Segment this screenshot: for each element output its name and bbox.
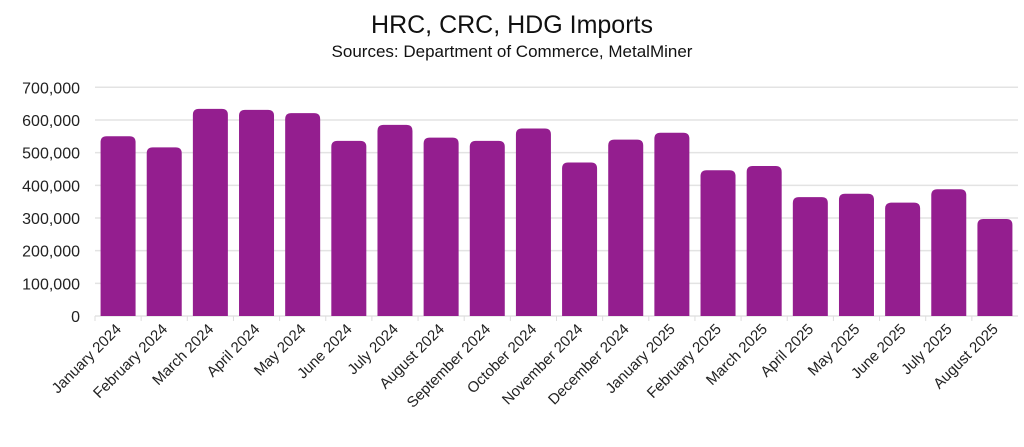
y-tick-label: 200,000 [22,244,80,261]
bar [192,108,228,316]
bar [377,124,413,316]
bar [331,140,367,316]
chart-title: HRC, CRC, HDG Imports [371,11,653,39]
y-tick-label: 700,000 [22,80,80,97]
bar [239,109,275,316]
bar [100,136,136,316]
bar [515,128,551,316]
y-tick-label: 0 [71,309,80,326]
bar [146,147,182,316]
x-tick-label: December 2024 [545,321,632,408]
x-tick-label: November 2024 [499,321,586,408]
bar [885,202,921,316]
bar [423,137,459,316]
bar [654,132,690,316]
x-tick-label: September 2024 [404,321,494,411]
y-tick-label: 400,000 [22,178,80,195]
bar [931,189,967,316]
bar [977,218,1013,316]
bar [285,113,321,316]
y-tick-label: 500,000 [22,146,80,163]
bar [562,162,598,316]
bar [792,197,828,316]
bar [700,170,736,316]
bar [608,139,644,316]
chart-subtitle: Sources: Department of Commerce, MetalMi… [332,42,693,61]
y-tick-label: 600,000 [22,113,80,130]
y-tick-label: 300,000 [22,211,80,228]
bar [838,193,874,316]
bar [469,140,505,316]
bar [746,166,782,316]
y-tick-label: 100,000 [22,276,80,293]
